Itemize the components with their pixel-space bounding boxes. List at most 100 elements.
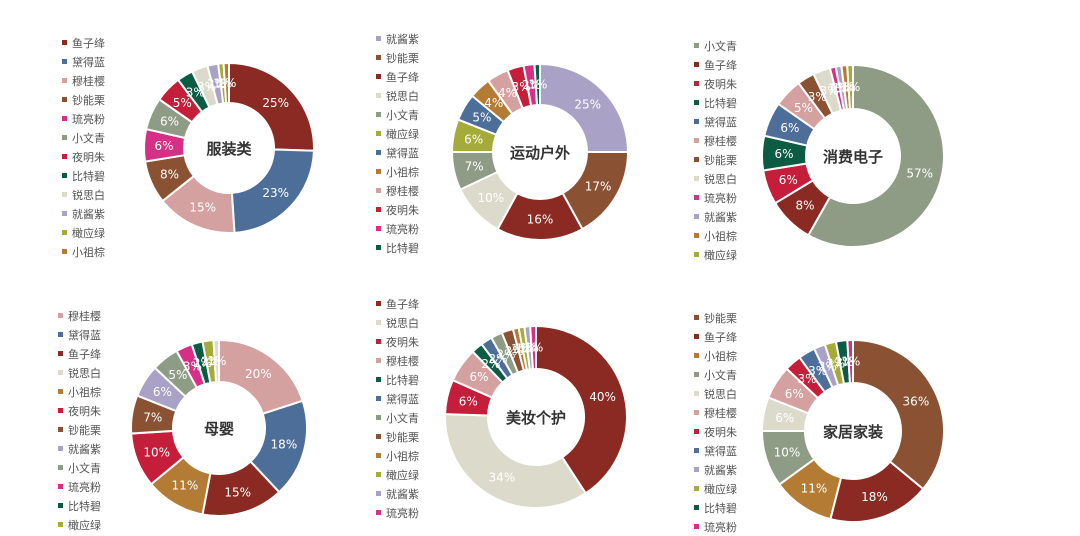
chart-title: 家居家装 bbox=[823, 423, 884, 441]
legend-swatch bbox=[62, 40, 67, 45]
legend-label: 钞能栗 bbox=[68, 423, 101, 437]
legend-label: 穆桂樱 bbox=[386, 354, 419, 368]
slice-data-label: 7% bbox=[465, 160, 484, 174]
slice-data-label: 2% bbox=[496, 347, 515, 361]
legend-item: 鱼子绛 bbox=[694, 327, 737, 346]
legend-swatch bbox=[58, 484, 63, 489]
legend-swatch bbox=[376, 112, 381, 117]
legend-swatch bbox=[694, 252, 699, 257]
chart-title: 美妆个护 bbox=[506, 409, 566, 427]
legend-label: 夜明朱 bbox=[704, 77, 737, 91]
legend-swatch bbox=[58, 465, 63, 470]
legend-label: 鱼子绛 bbox=[72, 36, 105, 50]
slice-data-label: 25% bbox=[262, 96, 289, 110]
legend-swatch bbox=[62, 249, 67, 254]
legend-label: 黛得蓝 bbox=[386, 146, 419, 160]
legend-item: 小文青 bbox=[62, 128, 105, 147]
legend-item: 夜明朱 bbox=[62, 147, 105, 166]
slice-data-label: 18% bbox=[861, 490, 888, 504]
legend-label: 橄应绿 bbox=[386, 468, 419, 482]
legend-item: 小祖棕 bbox=[58, 382, 101, 401]
legend-item: 琉亮粉 bbox=[376, 503, 419, 522]
legend-swatch bbox=[694, 505, 699, 510]
legend-swatch bbox=[62, 59, 67, 64]
legend-label: 琉亮粉 bbox=[386, 222, 419, 236]
legend-label: 小祖棕 bbox=[386, 449, 419, 463]
legend-item: 橄应绿 bbox=[694, 479, 737, 498]
legend-swatch bbox=[376, 377, 381, 382]
legend-swatch bbox=[694, 315, 699, 320]
legend-swatch bbox=[62, 211, 67, 216]
legend-item: 钞能栗 bbox=[62, 90, 105, 109]
legend-label: 鱼子绛 bbox=[704, 58, 737, 72]
legend-swatch bbox=[376, 453, 381, 458]
legend-label: 比特碧 bbox=[68, 499, 101, 513]
legend-label: 小文青 bbox=[704, 368, 737, 382]
legend: 穆桂樱 黛得蓝 鱼子绛 锐思白 小祖棕 夜明朱 钞能栗 就酱紫 小文青 琉亮粉 比特碧 橄应绿 bbox=[58, 306, 101, 534]
legend-item: 就酱紫 bbox=[376, 484, 419, 503]
legend-label: 钞能栗 bbox=[386, 51, 419, 65]
legend-item: 橄应绿 bbox=[62, 223, 105, 242]
legend-swatch bbox=[62, 192, 67, 197]
legend-label: 小文青 bbox=[704, 39, 737, 53]
slice-data-label: 6% bbox=[780, 121, 799, 135]
legend-swatch bbox=[376, 320, 381, 325]
legend-label: 鱼子绛 bbox=[68, 347, 101, 361]
slice-data-label: 6% bbox=[785, 387, 804, 401]
legend-item: 鱼子绛 bbox=[376, 67, 419, 86]
legend-label: 锐思白 bbox=[704, 387, 737, 401]
slice-data-label: 1% bbox=[841, 355, 860, 369]
legend: 就酱紫 钞能栗 鱼子绛 锐思白 小文青 橄应绿 黛得蓝 小祖棕 穆桂樱 夜明朱 琉亮粉 比特碧 bbox=[376, 29, 419, 257]
legend-label: 比特碧 bbox=[704, 96, 737, 110]
legend-label: 就酱紫 bbox=[704, 210, 737, 224]
legend-swatch bbox=[62, 97, 67, 102]
legend-swatch bbox=[376, 131, 381, 136]
legend-swatch bbox=[376, 415, 381, 420]
slice-data-label: 3% bbox=[808, 364, 827, 378]
legend-swatch bbox=[62, 154, 67, 159]
legend-item: 锐思白 bbox=[376, 86, 419, 105]
legend-swatch bbox=[694, 391, 699, 396]
donut-slice bbox=[852, 338, 945, 491]
legend-swatch bbox=[376, 396, 381, 401]
slice-data-label: 5% bbox=[168, 368, 187, 382]
legend-swatch bbox=[58, 446, 63, 451]
legend-swatch bbox=[58, 313, 63, 318]
legend-item: 比特碧 bbox=[376, 370, 419, 389]
legend-item: 穆桂樱 bbox=[62, 71, 105, 90]
legend-label: 小祖棕 bbox=[704, 349, 737, 363]
slice-data-label: 2% bbox=[505, 344, 524, 358]
slice-data-label: 11% bbox=[172, 479, 199, 493]
legend-swatch bbox=[376, 74, 381, 79]
legend-label: 琉亮粉 bbox=[704, 191, 737, 205]
legend-swatch bbox=[694, 524, 699, 529]
chart-title: 消费电子 bbox=[823, 148, 883, 166]
legend-item: 比特碧 bbox=[694, 93, 737, 112]
legend-item: 夜明朱 bbox=[376, 332, 419, 351]
legend-swatch bbox=[376, 188, 381, 193]
legend-label: 夜明朱 bbox=[68, 404, 101, 418]
legend-item: 小文青 bbox=[376, 408, 419, 427]
legend-swatch bbox=[376, 510, 381, 515]
legend-swatch bbox=[694, 334, 699, 339]
slice-data-label: 3% bbox=[820, 84, 839, 98]
legend-label: 小文青 bbox=[386, 108, 419, 122]
slice-data-label: 1% bbox=[837, 80, 856, 94]
slice-data-label: 2% bbox=[193, 356, 212, 370]
legend-item: 黛得蓝 bbox=[376, 389, 419, 408]
slice-data-label: 1% bbox=[524, 341, 543, 355]
slice-data-label: 6% bbox=[469, 370, 488, 384]
legend-label: 穆桂樱 bbox=[704, 406, 737, 420]
chart-title: 运动户外 bbox=[510, 144, 570, 162]
legend-swatch bbox=[694, 429, 699, 434]
legend-item: 钞能栗 bbox=[376, 427, 419, 446]
legend-item: 黛得蓝 bbox=[62, 52, 105, 71]
legend-label: 就酱紫 bbox=[68, 442, 101, 456]
legend-swatch bbox=[376, 245, 381, 250]
slice-data-label: 6% bbox=[155, 139, 174, 153]
legend-label: 琉亮粉 bbox=[68, 480, 101, 494]
legend-label: 黛得蓝 bbox=[704, 115, 737, 129]
